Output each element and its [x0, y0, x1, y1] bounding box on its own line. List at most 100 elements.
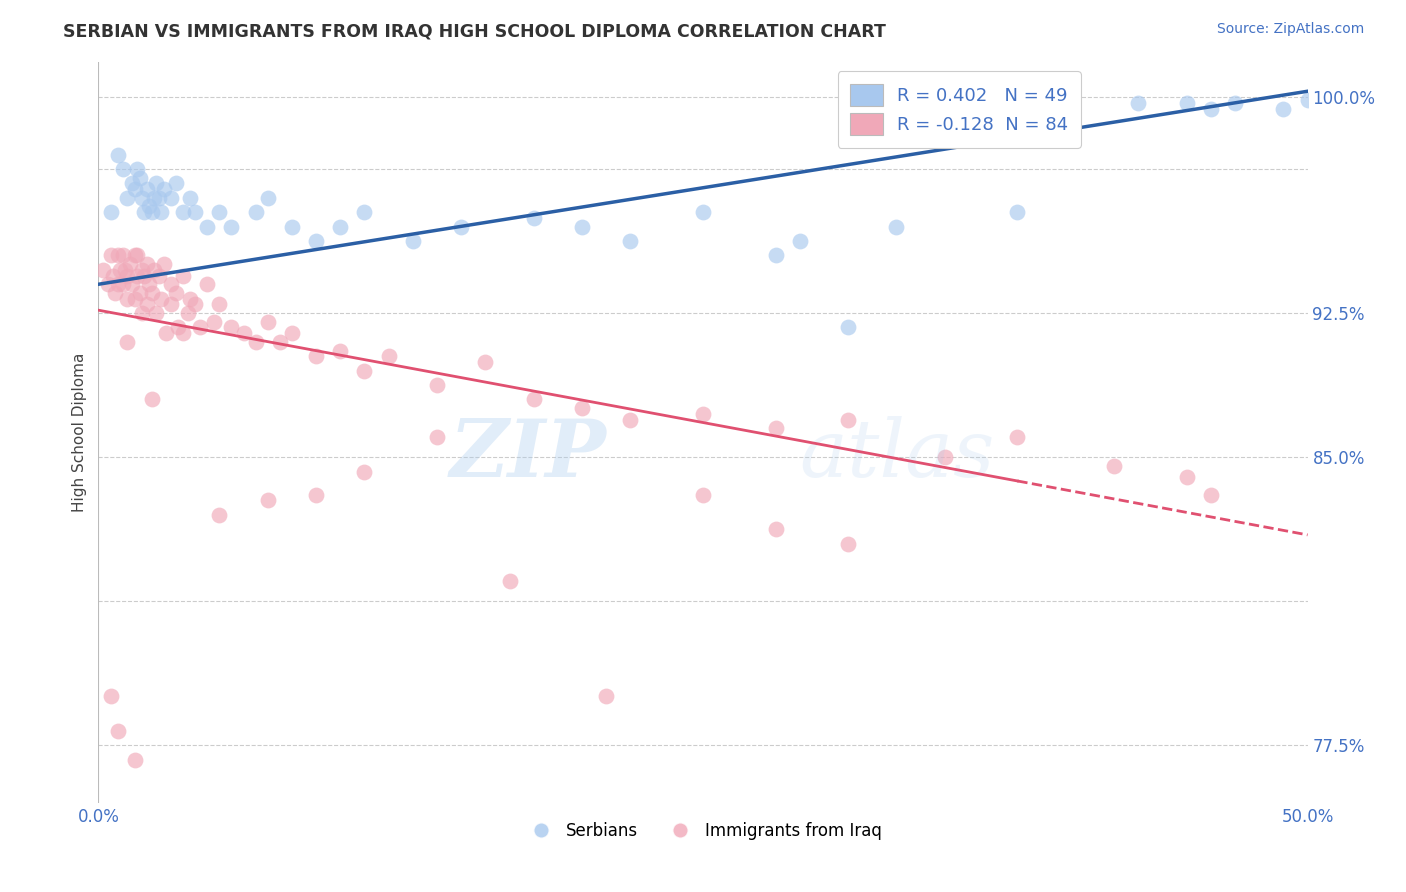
Point: [208, 205, 231, 219]
Point: [184, 297, 207, 311]
Point: [179, 292, 201, 306]
Point: [498, 574, 520, 588]
Point: [100, 248, 122, 262]
Point: [100, 690, 122, 704]
Point: [104, 285, 127, 300]
Text: Source: ZipAtlas.com: Source: ZipAtlas.com: [1216, 22, 1364, 37]
Point: [107, 248, 129, 262]
Point: [692, 407, 714, 421]
Point: [1175, 95, 1198, 110]
Point: [117, 191, 139, 205]
Point: [1175, 470, 1198, 484]
Point: [281, 219, 304, 234]
Point: [138, 199, 160, 213]
Point: [143, 263, 166, 277]
Point: [128, 170, 150, 185]
Point: [165, 285, 187, 300]
Point: [221, 320, 243, 334]
Point: [107, 147, 129, 161]
Text: ZIP: ZIP: [450, 416, 606, 493]
Point: [148, 191, 170, 205]
Point: [426, 430, 449, 444]
Point: [143, 191, 166, 205]
Text: atlas: atlas: [800, 416, 995, 493]
Point: [97, 277, 120, 292]
Point: [121, 177, 143, 191]
Point: [232, 326, 254, 341]
Point: [619, 412, 641, 426]
Point: [155, 326, 177, 341]
Point: [1102, 458, 1125, 473]
Point: [204, 315, 226, 329]
Point: [1199, 487, 1222, 501]
Point: [145, 306, 167, 320]
Point: [135, 182, 157, 196]
Point: [305, 487, 328, 501]
Point: [256, 191, 278, 205]
Point: [837, 320, 859, 334]
Point: [765, 522, 787, 536]
Point: [152, 257, 174, 271]
Point: [100, 205, 122, 219]
Point: [134, 268, 156, 283]
Point: [571, 401, 593, 416]
Point: [281, 326, 304, 341]
Point: [124, 753, 146, 767]
Point: [523, 392, 546, 407]
Point: [426, 378, 449, 392]
Point: [1199, 102, 1222, 116]
Point: [195, 219, 218, 234]
Point: [305, 234, 328, 248]
Legend: Serbians, Immigrants from Iraq: Serbians, Immigrants from Iraq: [517, 815, 889, 847]
Point: [101, 268, 124, 283]
Point: [1007, 205, 1029, 219]
Point: [124, 248, 146, 262]
Point: [117, 334, 139, 349]
Point: [329, 219, 352, 234]
Point: [402, 234, 425, 248]
Point: [269, 334, 291, 349]
Point: [353, 364, 375, 378]
Point: [167, 320, 190, 334]
Point: [111, 277, 134, 292]
Point: [172, 268, 194, 283]
Text: SERBIAN VS IMMIGRANTS FROM IRAQ HIGH SCHOOL DIPLOMA CORRELATION CHART: SERBIAN VS IMMIGRANTS FROM IRAQ HIGH SCH…: [63, 22, 886, 40]
Point: [128, 285, 150, 300]
Point: [256, 315, 278, 329]
Point: [172, 326, 194, 341]
Point: [1007, 430, 1029, 444]
Point: [160, 297, 183, 311]
Point: [172, 205, 194, 219]
Point: [886, 219, 908, 234]
Point: [127, 248, 149, 262]
Point: [150, 292, 173, 306]
Point: [245, 334, 267, 349]
Point: [141, 205, 163, 219]
Point: [208, 508, 231, 522]
Point: [131, 306, 153, 320]
Point: [141, 392, 163, 407]
Point: [595, 690, 617, 704]
Point: [305, 349, 328, 363]
Point: [789, 234, 811, 248]
Point: [141, 285, 163, 300]
Y-axis label: High School Diploma: High School Diploma: [72, 353, 87, 512]
Point: [1223, 95, 1246, 110]
Point: [131, 191, 153, 205]
Point: [135, 297, 157, 311]
Point: [353, 205, 375, 219]
Point: [177, 306, 200, 320]
Point: [145, 177, 167, 191]
Point: [450, 219, 472, 234]
Point: [765, 421, 787, 435]
Point: [208, 297, 231, 311]
Point: [765, 248, 787, 262]
Point: [195, 277, 218, 292]
Point: [1296, 93, 1319, 107]
Point: [148, 268, 170, 283]
Point: [107, 723, 129, 738]
Point: [353, 465, 375, 479]
Point: [117, 268, 139, 283]
Point: [118, 257, 141, 271]
Point: [150, 205, 173, 219]
